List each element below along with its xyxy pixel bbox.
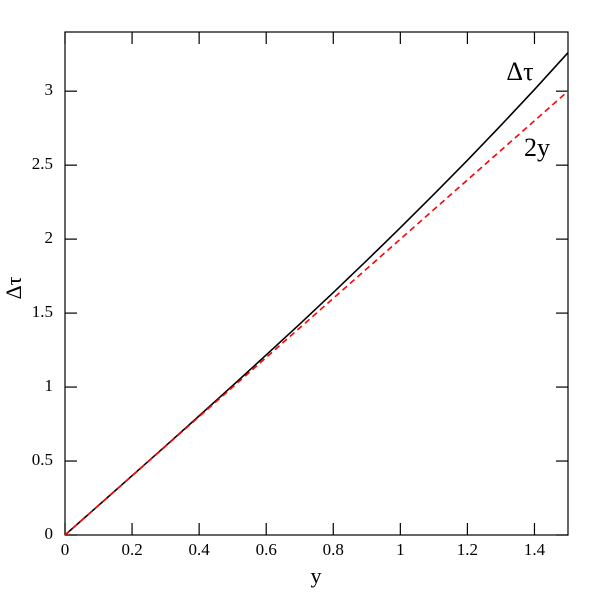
series-line — [64, 52, 569, 536]
x-tick-label: 0.6 — [256, 540, 277, 559]
series-line — [64, 90, 569, 536]
series-label: 2y — [524, 133, 550, 162]
y-tick-label: 2 — [45, 228, 54, 247]
x-tick-label: 0.8 — [323, 540, 344, 559]
plot-frame — [64, 31, 569, 536]
y-tick-label: 3 — [45, 80, 54, 99]
y-tick-label: 1 — [45, 376, 54, 395]
y-tick-label: 2.5 — [32, 154, 53, 173]
x-tick-label: 0.2 — [121, 540, 142, 559]
x-axis-label: y — [311, 563, 322, 588]
x-tick-label: 0.4 — [189, 540, 211, 559]
y-tick-label: 0 — [45, 524, 54, 543]
series-label: Δτ — [506, 57, 533, 86]
x-tick-label: 1.2 — [457, 540, 478, 559]
y-axis-label: Δτ — [1, 276, 26, 299]
x-tick-label: 0 — [61, 540, 70, 559]
x-tick-label: 1.4 — [524, 540, 546, 559]
y-tick-label: 0.5 — [32, 450, 53, 469]
x-tick-label: 1 — [396, 540, 405, 559]
y-tick-label: 1.5 — [32, 302, 53, 321]
